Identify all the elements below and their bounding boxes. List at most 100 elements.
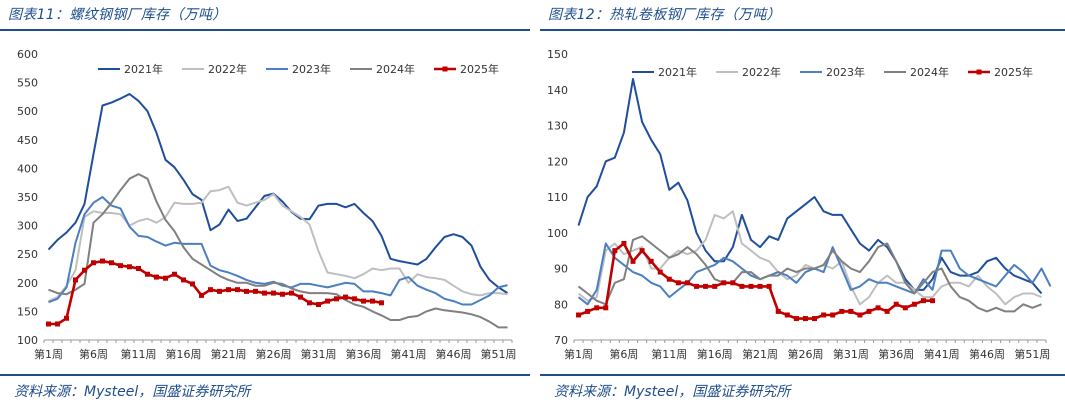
legend-label: 2022年 — [742, 65, 781, 79]
y-tick-label: 500 — [17, 105, 38, 118]
legend-label: 2021年 — [124, 62, 163, 76]
series-point — [55, 321, 60, 327]
y-tick-label: 110 — [547, 191, 568, 204]
series-point — [766, 283, 772, 289]
legend-label: 2024年 — [910, 65, 949, 79]
y-tick-label: 130 — [547, 120, 568, 133]
series-point — [325, 298, 330, 304]
series-point — [343, 294, 348, 300]
series-point — [594, 305, 600, 311]
series-point — [830, 312, 836, 318]
series-point — [163, 275, 168, 281]
series-line-2021年 — [577, 78, 1043, 295]
x-tick-label: 第51周 — [1014, 347, 1050, 361]
x-tick-label: 第1周 — [564, 347, 593, 361]
legend-label: 2024年 — [376, 62, 415, 76]
series-point — [675, 280, 681, 286]
legend-marker — [976, 69, 982, 75]
series-point — [857, 312, 863, 318]
series-point — [199, 292, 204, 298]
y-tick-label: 150 — [17, 305, 38, 318]
series-point — [208, 287, 213, 293]
series-point — [154, 274, 159, 280]
series-point — [911, 301, 917, 307]
series-point — [757, 283, 763, 289]
x-tick-label: 第11周 — [651, 347, 687, 361]
y-tick-label: 350 — [17, 191, 38, 204]
series-point — [802, 316, 808, 322]
series-point — [181, 277, 186, 283]
y-tick-label: 120 — [547, 155, 568, 168]
x-tick-label: 第16周 — [166, 347, 202, 361]
x-tick-label: 第1周 — [34, 347, 63, 361]
series-point — [73, 277, 78, 283]
source-note: 资料来源：Mysteel，国盛证券研究所 — [554, 384, 791, 400]
y-tick-label: 150 — [547, 48, 568, 61]
series-point — [666, 276, 672, 282]
series-point — [739, 283, 745, 289]
series-point — [621, 240, 627, 246]
y-tick-label: 600 — [17, 48, 38, 61]
series-point — [712, 283, 718, 289]
series-point — [848, 308, 854, 314]
series-point — [280, 291, 285, 297]
series-point — [334, 296, 339, 302]
source-note: 资料来源：Mysteel，国盛证券研究所 — [14, 384, 251, 400]
series-point — [630, 258, 636, 264]
x-tick-label: 第16周 — [697, 347, 733, 361]
series-point — [289, 290, 294, 296]
series-point — [839, 308, 845, 314]
x-tick-label: 第41周 — [924, 347, 960, 361]
inventory-panel-rebar: 图表11：螺纹钢钢厂库存（万吨） 100 150 200 250 300 350 400 45… — [0, 0, 530, 405]
series-point — [784, 312, 790, 318]
x-tick-label: 第31周 — [833, 347, 869, 361]
legend-marker — [442, 66, 448, 72]
series-point — [109, 260, 114, 266]
series-point — [307, 300, 312, 306]
series-point — [721, 280, 727, 286]
x-tick-label: 第41周 — [391, 347, 427, 361]
series-line-2024年 — [48, 173, 508, 329]
y-tick-label: 400 — [17, 162, 38, 175]
series-line-2021年 — [47, 93, 509, 294]
series-line-2023年 — [577, 242, 1052, 306]
x-tick-label: 第21周 — [211, 347, 247, 361]
y-tick-label: 550 — [17, 77, 38, 90]
inventory-panel-hot-rolled-coil: 图表12：热轧卷板钢厂库存（万吨） 70 80 90 100 110 120 130 140 1… — [540, 0, 1065, 405]
series-point — [748, 283, 754, 289]
series-point — [172, 271, 177, 277]
series-point — [271, 290, 276, 296]
series-point — [775, 308, 781, 314]
series-point — [612, 248, 618, 254]
series-point — [316, 302, 321, 308]
title-rule — [0, 29, 530, 31]
x-tick-label: 第26周 — [787, 347, 823, 361]
legend-item: 2021年 — [632, 65, 697, 79]
x-tick-label: 第6周 — [609, 347, 638, 361]
x-tick-label: 第21周 — [742, 347, 778, 361]
series-line-2022年 — [48, 185, 508, 303]
series-point — [585, 308, 591, 314]
source-rule — [540, 374, 1065, 376]
y-tick-label: 80 — [554, 298, 568, 311]
x-tick-label: 第46周 — [436, 347, 472, 361]
legend-item: 2022年 — [182, 62, 247, 76]
series-point — [262, 290, 267, 296]
series-point — [217, 288, 222, 294]
series-point — [136, 266, 141, 271]
legend-label: 2025年 — [994, 65, 1033, 79]
legend-item: 2023年 — [266, 62, 331, 76]
rebar-inventory-chart: 100150200250300350400450500550600第1周 第6周第… — [17, 48, 517, 361]
series-point — [91, 260, 96, 266]
x-tick-label: 第26周 — [256, 347, 292, 361]
legend-label: 2023年 — [292, 62, 331, 76]
series-point — [884, 308, 890, 314]
series-point — [253, 288, 258, 294]
series-point — [812, 316, 818, 322]
y-tick-label: 250 — [17, 248, 38, 261]
series-point — [352, 296, 357, 302]
chart-title: 图表12：热轧卷板钢厂库存（万吨） — [548, 7, 781, 23]
series-point — [145, 271, 150, 277]
series-point — [244, 288, 249, 294]
